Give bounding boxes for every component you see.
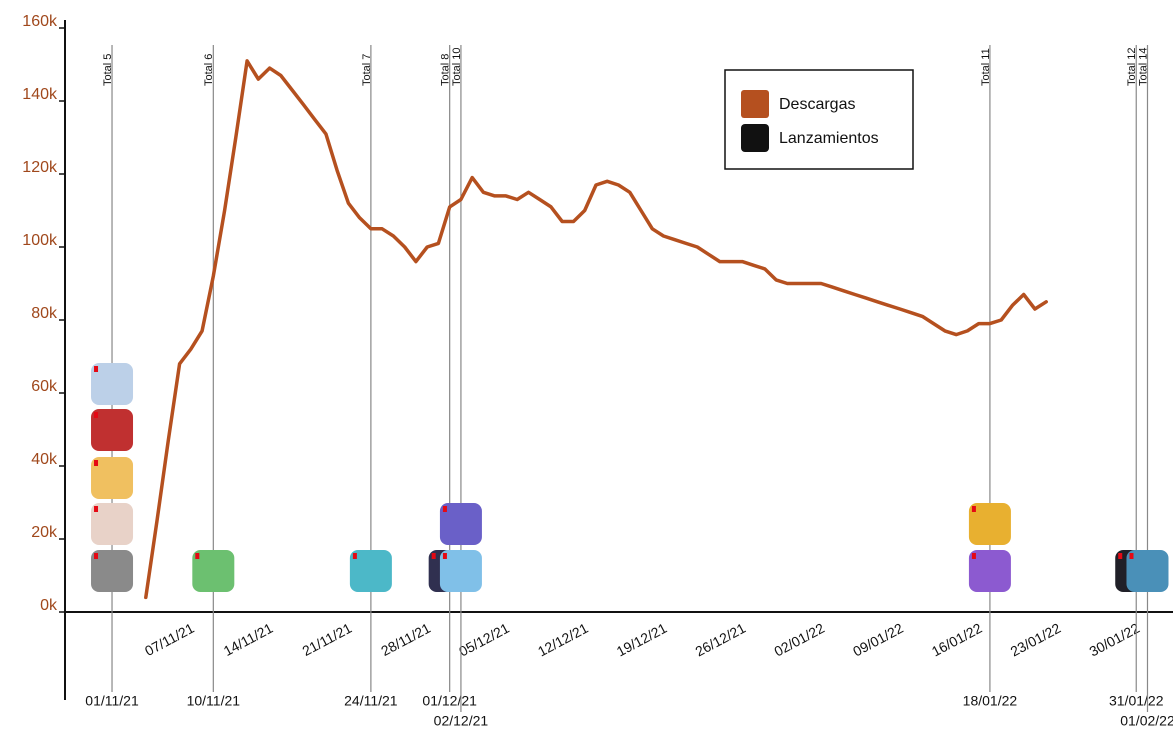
netflix-badge (94, 506, 99, 512)
x-tick-label: 14/11/21 (221, 620, 276, 659)
x-tick-label: 28/11/21 (378, 620, 433, 659)
y-tick-label: 20k (31, 524, 58, 541)
x-tick-label: 02/01/22 (771, 620, 827, 660)
y-tick-label: 160k (22, 13, 58, 30)
y-tick-label: 80k (31, 305, 58, 322)
game-icon (439, 550, 482, 592)
legend-swatch (741, 90, 769, 118)
x-tick-label: 26/12/21 (693, 620, 749, 660)
y-tick-label: 40k (31, 451, 58, 468)
netflix-badge (94, 366, 99, 372)
x-tick-label: 21/11/21 (300, 620, 355, 659)
legend-swatch (741, 124, 769, 152)
x-tick-label: 23/01/22 (1008, 620, 1064, 660)
launch-date: 01/11/21 (85, 693, 139, 709)
x-tick-label: 30/01/22 (1086, 620, 1142, 660)
x-tick-label: 12/12/21 (535, 620, 591, 660)
launch-date: 01/02/22 (1120, 713, 1173, 729)
game-icon (91, 363, 134, 405)
launch-total: Total 6 (203, 54, 215, 86)
netflix-badge (431, 553, 436, 559)
launch-total: Total 7 (361, 54, 373, 86)
launch-total: Total 11 (980, 48, 992, 86)
netflix-badge (1129, 553, 1134, 559)
launch-total: Total 10 (451, 47, 463, 86)
x-tick-label: 07/11/21 (142, 620, 197, 659)
y-tick-label: 100k (22, 232, 58, 249)
netflix-badge (94, 412, 99, 418)
game-icon (349, 550, 392, 592)
x-tick-label: 09/01/22 (850, 620, 906, 660)
launch-date: 18/01/22 (963, 693, 1018, 709)
netflix-badge (195, 553, 200, 559)
game-icon (1126, 550, 1169, 592)
game-icon (91, 550, 134, 592)
x-tick-label: 16/01/22 (929, 620, 985, 660)
game-icon (968, 550, 1011, 592)
netflix-badge (971, 553, 976, 559)
game-icon (91, 457, 134, 499)
x-tick-label: 19/12/21 (614, 620, 670, 660)
game-icon (91, 503, 134, 545)
launch-date: 10/11/21 (187, 693, 241, 709)
launch-total: Total 5 (102, 54, 114, 86)
game-icon (192, 550, 235, 592)
downloads-line (144, 59, 1048, 600)
y-tick-label: 0k (40, 597, 58, 614)
y-tick-label: 140k (22, 86, 58, 103)
legend-label: Lanzamientos (779, 130, 879, 147)
game-icon (91, 409, 134, 451)
legend-label: Descargas (779, 96, 855, 113)
launch-date: 31/01/22 (1109, 693, 1164, 709)
x-tick-label: 05/12/21 (456, 620, 512, 660)
launch-total: Total 8 (440, 54, 452, 86)
netflix-badge (1118, 553, 1123, 559)
launch-total: Total 14 (1137, 47, 1149, 86)
launch-date: 24/11/21 (344, 693, 398, 709)
netflix-badge (442, 553, 447, 559)
legend-box (724, 69, 914, 170)
game-icon (439, 503, 482, 545)
netflix-badge (94, 553, 99, 559)
game-icon (968, 503, 1011, 545)
y-tick-label: 120k (22, 159, 58, 176)
launch-date: 02/12/21 (434, 713, 489, 729)
launch-date: 01/12/21 (422, 693, 477, 709)
netflix-badge (352, 553, 357, 559)
netflix-badge (94, 460, 99, 466)
netflix-badge (442, 506, 447, 512)
y-tick-label: 60k (31, 378, 58, 395)
launch-total: Total 12 (1126, 47, 1138, 86)
netflix-badge (971, 506, 976, 512)
